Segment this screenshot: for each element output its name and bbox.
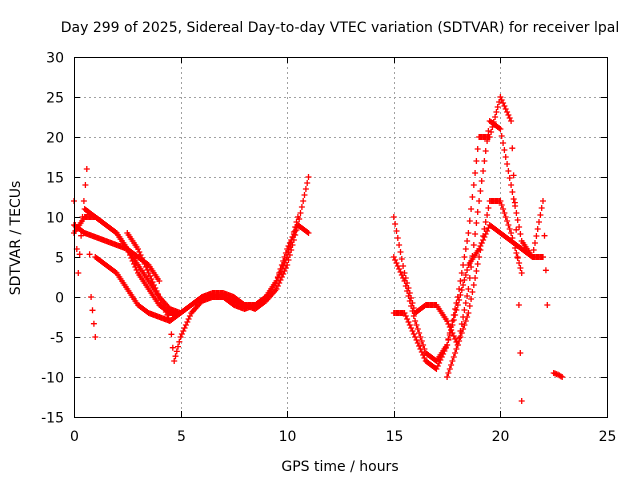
x-tick-label: 0 <box>70 429 79 445</box>
x-tick-label: 25 <box>599 429 617 445</box>
y-tick-label: 30 <box>46 51 64 67</box>
series-marks-tail-late <box>550 370 566 380</box>
series-track-i <box>444 118 551 380</box>
x-tick-label: 10 <box>279 429 297 445</box>
data-marks <box>71 94 566 404</box>
y-tick-label: -15 <box>41 411 64 427</box>
x-tick-label: 5 <box>177 429 186 445</box>
grid <box>74 57 607 417</box>
y-tick-label: 20 <box>46 131 64 147</box>
y-tick-label: 5 <box>55 251 64 267</box>
x-tick-label: 15 <box>386 429 404 445</box>
y-tick-label: 25 <box>46 91 64 107</box>
series-marks-track-i <box>444 118 551 380</box>
y-tick-label: 10 <box>46 211 64 227</box>
y-tick-labels: -15 -10 -5 0 5 10 15 20 25 30 <box>41 51 64 427</box>
y-axis-label: SDTVAR / TECUs <box>8 181 24 296</box>
plot-frame <box>74 57 608 418</box>
x-tick-label: 20 <box>492 429 510 445</box>
x-tick-labels: 0 5 10 15 20 25 <box>70 429 616 445</box>
series-tail-late <box>550 370 566 380</box>
x-axis-label: GPS time / hours <box>281 459 398 475</box>
y-tick-label: 15 <box>46 171 64 187</box>
series-marks-track-h <box>390 198 525 348</box>
y-tick-label: -5 <box>50 331 64 347</box>
axis-ticks <box>74 57 608 418</box>
chart-title: Day 299 of 2025, Sidereal Day-to-day VTE… <box>61 20 619 36</box>
y-tick-label: 0 <box>55 291 64 307</box>
series-marks-track-e <box>124 214 301 364</box>
series-track-e <box>124 214 301 364</box>
y-tick-label: -10 <box>41 371 64 387</box>
series-track-h <box>390 198 525 348</box>
